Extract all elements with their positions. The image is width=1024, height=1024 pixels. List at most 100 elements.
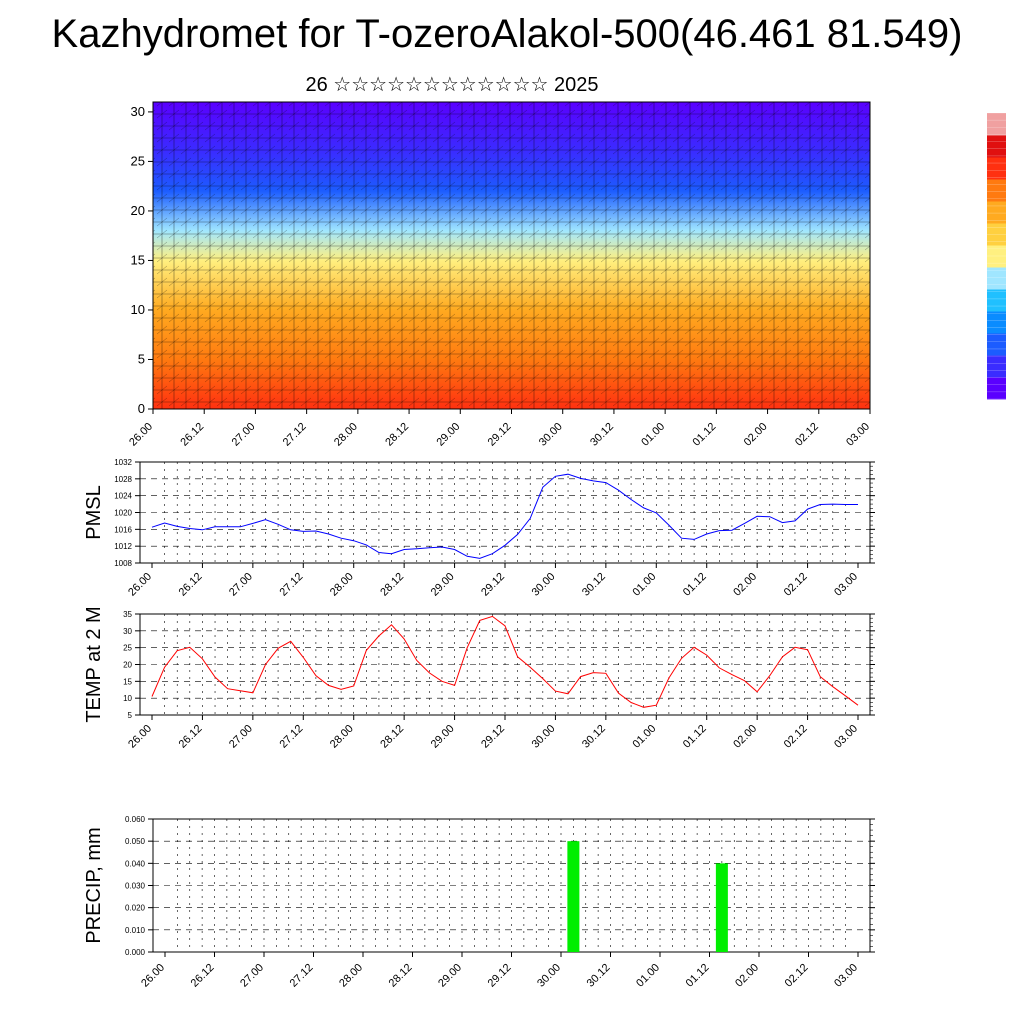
cross-section-panel: 0 5 10 15 20 25 30 26.00 26.12 27.00 27.12 28.00 28.… — [127, 101, 872, 449]
y-tick-label: 10 — [131, 302, 145, 317]
y-tick-label: 0.000 — [125, 948, 146, 957]
y-tick-label: 15 — [131, 252, 145, 267]
y-tick-label: 0.020 — [125, 904, 146, 913]
x-tick-label: 29.12 — [479, 723, 507, 751]
x-tick-label: 29.00 — [429, 723, 457, 751]
x-tick-label: 30.00 — [537, 421, 565, 449]
temp-panel: 5 10 15 20 25 30 35 TEMP at 2 M 26.00 26.12 27.00 2… — [83, 606, 875, 751]
precip-bar — [715, 863, 728, 952]
colorbar-swatch — [987, 267, 1006, 290]
x-tick-label: 27.12 — [277, 571, 305, 599]
x-tick-label: 03.00 — [844, 421, 872, 449]
y-tick-label: 1012 — [114, 542, 132, 551]
x-tick-label: 26.00 — [126, 723, 154, 751]
colorbar-swatch — [987, 289, 1006, 312]
y-tick-label: 1008 — [114, 559, 132, 568]
x-tick-label: 26.12 — [178, 421, 206, 449]
x-tick-label: 01.12 — [681, 571, 709, 599]
y-tick-label: 25 — [131, 153, 145, 168]
x-tick-label: 26.00 — [139, 962, 167, 990]
x-tick-label: 30.00 — [530, 723, 558, 751]
y-tick-label: 5 — [138, 351, 145, 366]
x-tick-label: 29.00 — [429, 571, 457, 599]
x-tick-label: 01.00 — [630, 723, 658, 751]
y-tick-label: 0 — [138, 401, 145, 416]
wind-barbs-layer — [153, 102, 870, 409]
x-tick-label: 02.12 — [782, 723, 810, 751]
x-tick-label: 29.00 — [434, 421, 462, 449]
x-tick-label: 28.00 — [332, 421, 360, 449]
x-tick-label: 02.12 — [793, 421, 821, 449]
colorbar-swatch — [987, 333, 1006, 356]
x-tick-label: 01.00 — [634, 962, 662, 990]
x-tick-label: 03.00 — [832, 962, 860, 990]
x-tick-label: 02.12 — [783, 962, 811, 990]
y-tick-label: 0.050 — [125, 837, 146, 846]
x-tick-label: 27.12 — [277, 723, 305, 751]
y-tick-label: 1024 — [114, 492, 132, 501]
y-tick-label: 25 — [123, 644, 132, 653]
x-tick-label: 28.12 — [378, 571, 406, 599]
y-tick-label: 0.040 — [125, 859, 146, 868]
x-tick-label: 28.00 — [328, 723, 356, 751]
x-tick-label: 03.00 — [832, 571, 860, 599]
pmsl-panel: 1008 1012 1016 1020 1024 1028 1032 PMSL 26.00 26.… — [83, 458, 875, 599]
y-tick-label: 1020 — [114, 509, 132, 518]
x-tick-label: 29.12 — [486, 962, 514, 990]
y-axis-label: PMSL — [83, 485, 105, 539]
x-tick-label: 02.12 — [782, 571, 810, 599]
y-tick-label: 1028 — [114, 475, 132, 484]
colorbar-swatch — [987, 135, 1006, 158]
y-axis-label: TEMP at 2 M — [83, 606, 105, 722]
colorbar-swatch — [987, 113, 1006, 136]
precip-panel: 0.000 0.010 0.020 0.030 0.040 0.050 0.060 PRECI… — [83, 815, 875, 990]
pmsl-line — [151, 473, 858, 559]
x-tick-label: 02.00 — [733, 962, 761, 990]
x-tick-label: 03.00 — [832, 723, 860, 751]
x-tick-label: 02.00 — [731, 571, 759, 599]
x-tick-label: 26.00 — [127, 421, 155, 449]
colorbar-swatch — [987, 377, 1006, 400]
y-tick-label: 20 — [131, 203, 145, 218]
y-tick-label: 35 — [123, 610, 132, 619]
x-tick-label: 29.12 — [486, 421, 514, 449]
x-tick-label: 02.00 — [742, 421, 770, 449]
y-tick-label: 10 — [123, 694, 132, 703]
x-tick-label: 30.12 — [588, 421, 616, 449]
x-tick-label: 02.00 — [731, 723, 759, 751]
colorbar-swatch — [987, 311, 1006, 334]
x-tick-label: 29.12 — [479, 571, 507, 599]
x-tick-label: 27.00 — [230, 421, 258, 449]
y-tick-label: 0.010 — [125, 926, 146, 935]
x-tick-label: 30.12 — [585, 962, 613, 990]
y-tick-label: 20 — [123, 661, 132, 670]
y-axis-label: PRECIP, mm — [83, 827, 105, 943]
x-tick-label: 27.12 — [288, 962, 316, 990]
x-tick-label: 30.00 — [530, 571, 558, 599]
x-tick-label: 27.00 — [227, 723, 255, 751]
x-tick-label: 30.12 — [580, 571, 608, 599]
x-tick-label: 28.00 — [337, 962, 365, 990]
precip-bar — [567, 841, 580, 952]
colorbar-swatch — [987, 179, 1006, 202]
y-tick-label: 0.030 — [125, 882, 146, 891]
page-title: Kazhydromet for T-ozeroAlakol-500(46.461… — [51, 12, 963, 56]
colorbar-swatch — [987, 245, 1006, 268]
x-tick-label: 01.12 — [681, 723, 709, 751]
y-tick-label: 15 — [123, 677, 132, 686]
x-tick-label: 30.00 — [535, 962, 563, 990]
y-tick-label: 1016 — [114, 525, 132, 534]
x-tick-label: 28.00 — [328, 571, 356, 599]
x-tick-label: 01.00 — [639, 421, 667, 449]
y-tick-label: 30 — [131, 104, 145, 119]
colorbar-swatch — [987, 201, 1006, 224]
x-tick-label: 28.12 — [387, 962, 415, 990]
x-tick-label: 26.12 — [177, 723, 205, 751]
x-tick-label: 28.12 — [378, 723, 406, 751]
x-tick-label: 01.12 — [691, 421, 719, 449]
colorbar-swatch — [987, 157, 1006, 180]
y-tick-label: 5 — [128, 711, 133, 720]
page-subtitle: 26 ☆☆☆☆☆☆☆☆☆☆☆☆ 2025 — [305, 74, 599, 96]
colorbar-swatch — [987, 355, 1006, 378]
